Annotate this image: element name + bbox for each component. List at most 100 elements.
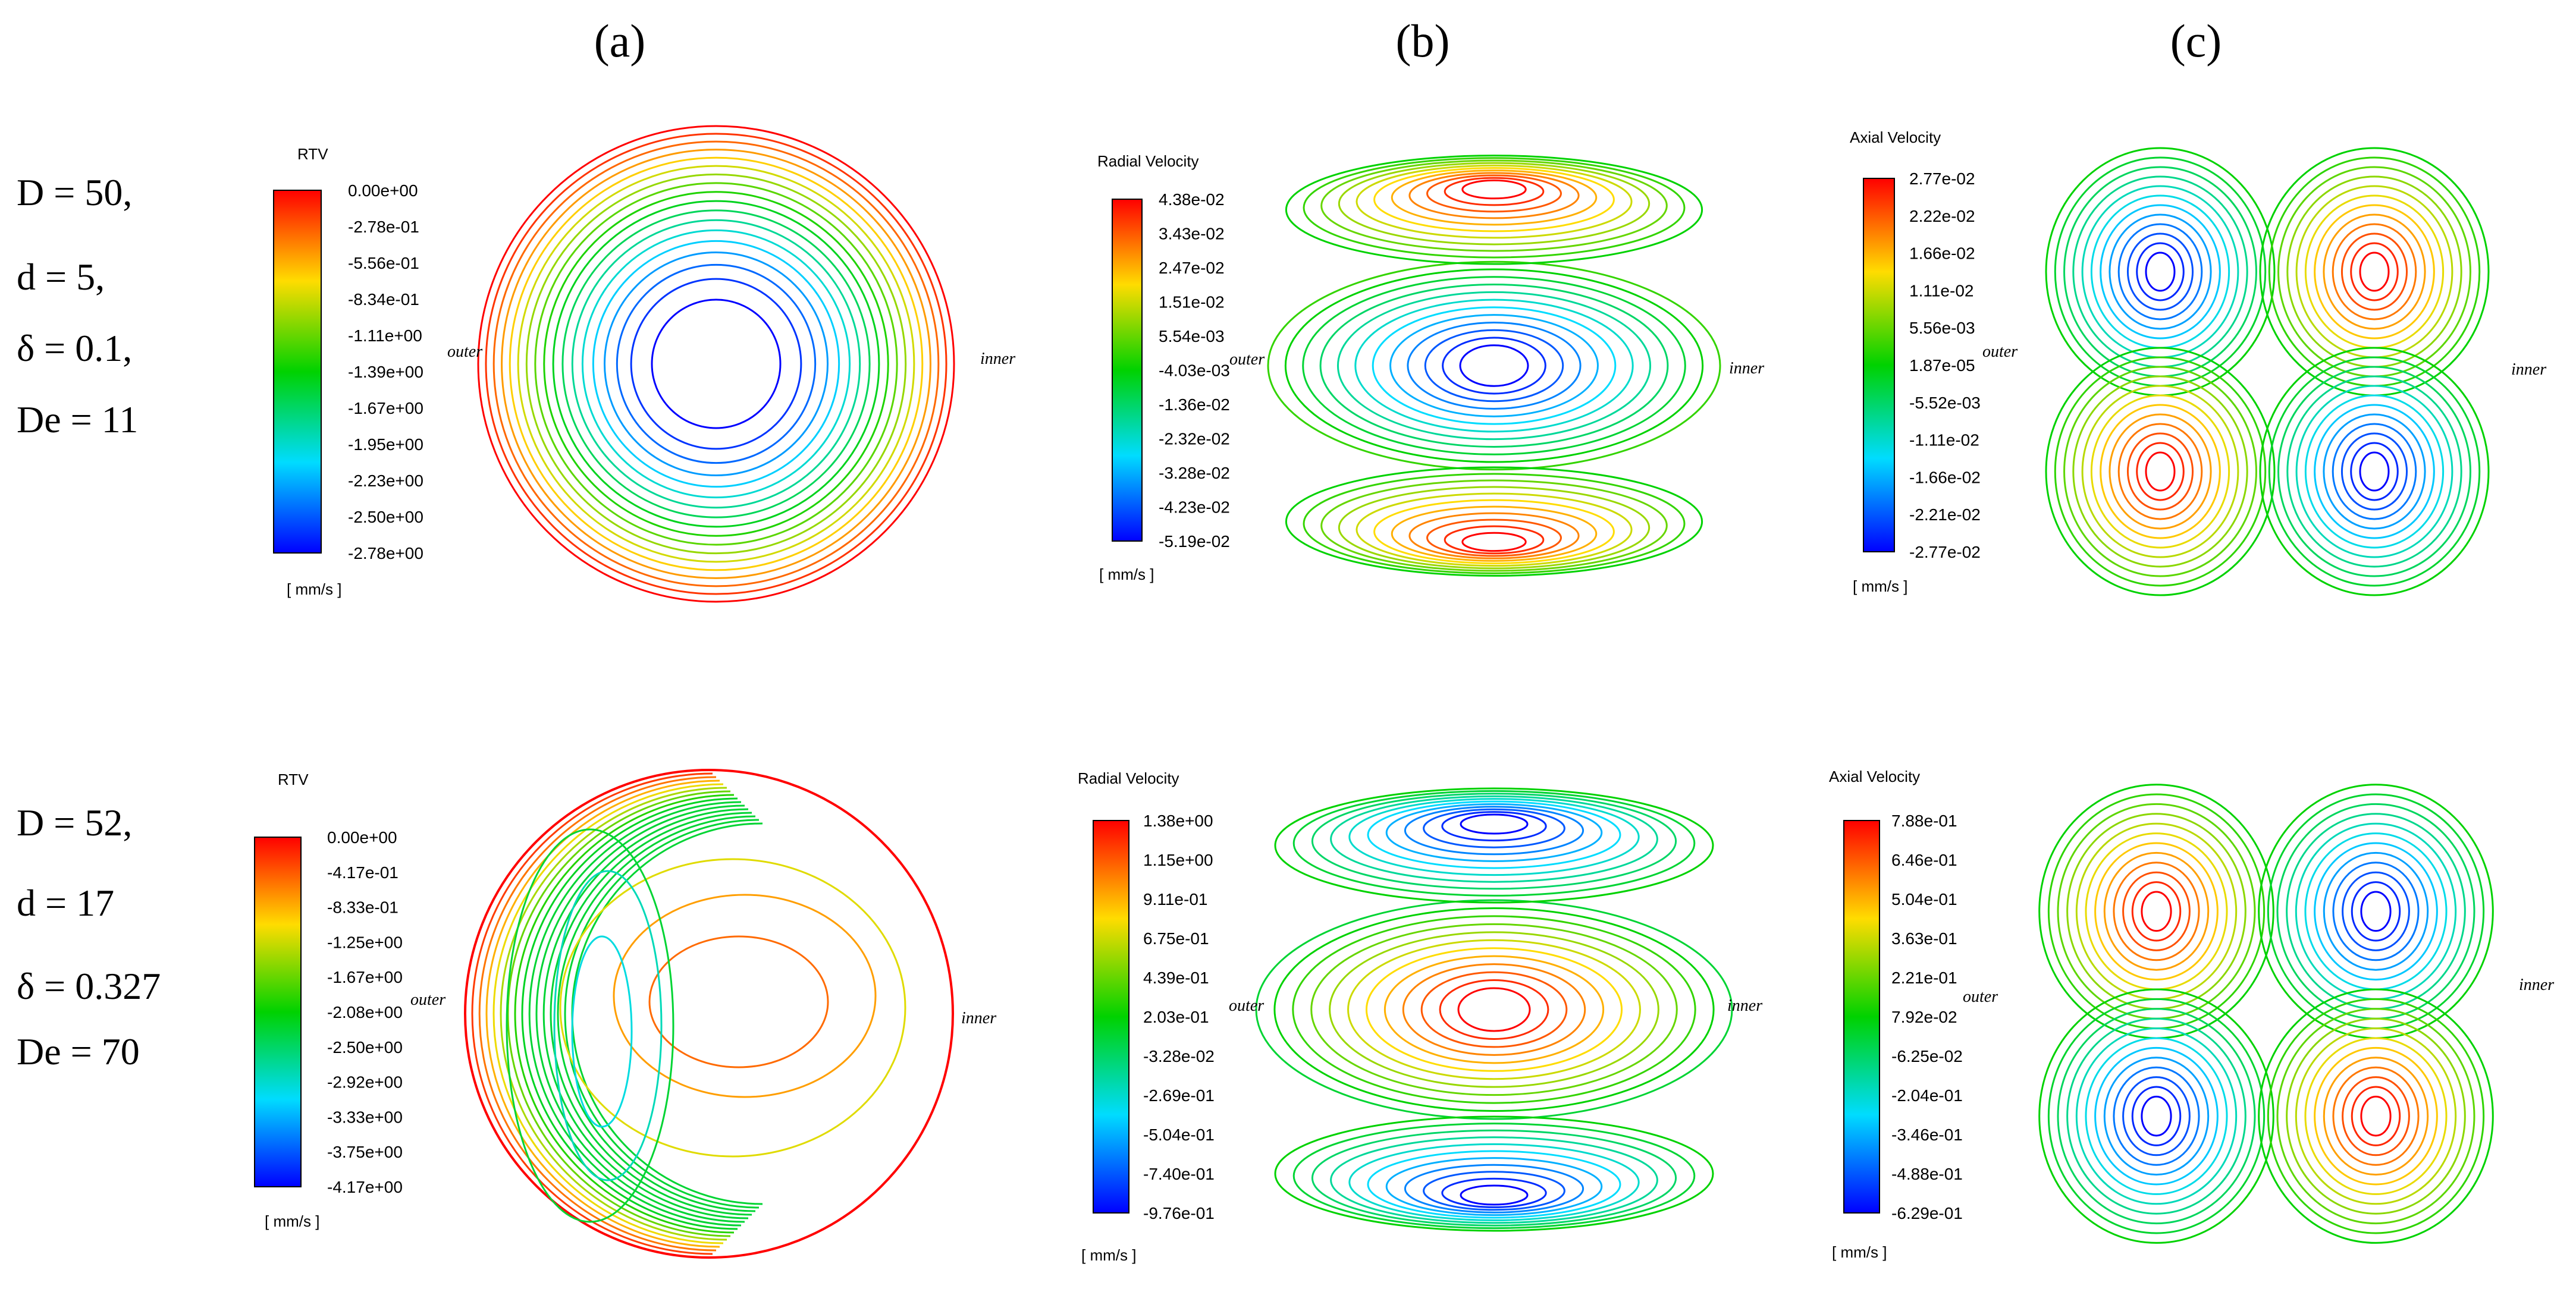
contour-line (2295, 822, 2457, 1000)
colorbar-tick-label: -9.76e-01 (1143, 1204, 1215, 1222)
contour-line (1402, 963, 1586, 1056)
contour-line (1320, 479, 1668, 572)
contour-line (1461, 179, 1527, 200)
contour-line (1365, 947, 1623, 1072)
colorbar-tick-label: -3.33e+00 (327, 1108, 403, 1126)
colorbar-tick-label: -2.04e-01 (1891, 1086, 1963, 1105)
legend-title: RTV (278, 771, 309, 788)
contour-line (1420, 971, 1568, 1048)
contour-line (1459, 344, 1529, 387)
contour-line (2295, 185, 2453, 359)
contour-line (2267, 998, 2485, 1234)
colorbar-tick-label: -2.78e-01 (348, 218, 419, 236)
contour-plot (1267, 155, 1721, 577)
contour-line (581, 229, 851, 499)
contour-line (1330, 795, 1658, 883)
contour-line (2131, 1086, 2182, 1146)
contour-line (1389, 314, 1599, 417)
colorbar (1112, 199, 1143, 542)
legend-unit: [ mm/s ] (287, 580, 341, 598)
colorbar-tick-label: -4.03e-03 (1159, 361, 1230, 380)
contour-line (2314, 1046, 2438, 1186)
contour-line (2038, 988, 2274, 1244)
contour-line (2277, 166, 2471, 378)
contour-line (2314, 842, 2438, 981)
colorbar-tick-label: -2.50e+00 (348, 508, 423, 526)
contour-line (1267, 260, 1721, 471)
colorbar-tick-label: -2.08e+00 (327, 1003, 403, 1021)
inner-label: inner (2511, 360, 2546, 379)
contour-line (1292, 790, 1696, 897)
contour-line (1407, 321, 1582, 410)
contour-line (509, 156, 924, 571)
contour-line (2085, 1037, 2228, 1195)
contour-line (2304, 194, 2445, 349)
contour-line (507, 790, 731, 1237)
colorbar-tick-label: 4.38e-02 (1159, 190, 1225, 209)
contour-line (1426, 518, 1562, 557)
contour-line (543, 191, 889, 537)
contour-line (2038, 784, 2274, 1039)
contour-line (564, 819, 760, 1209)
contour-line (2351, 1086, 2401, 1146)
contour-line (464, 769, 954, 1259)
colorbar-tick-label: -2.78e+00 (348, 544, 423, 562)
parameter-label: D = 50, (17, 171, 132, 213)
contour-line (2113, 1066, 2200, 1166)
contour-line (1461, 532, 1527, 552)
contour-line (1303, 157, 1686, 259)
parameter-label: d = 17 (17, 882, 114, 924)
legend-title: Axial Velocity (1829, 768, 1920, 785)
legend-unit: [ mm/s ] (1099, 565, 1154, 583)
contour-line (1338, 486, 1651, 570)
contour-line (1274, 787, 1714, 904)
colorbar-tick-label: -1.66e-02 (1909, 468, 1981, 486)
contour-line (1408, 512, 1580, 559)
colorbar-legend: Axial Velocity 2.77e-02 2.22e-02 1.66e-02 1.… (1850, 128, 1981, 595)
colorbar (1093, 820, 1129, 1214)
contour-line (651, 298, 782, 429)
colorbar-tick-label: -7.40e-01 (1143, 1165, 1215, 1183)
contour-line (500, 787, 727, 1241)
contour-line (2314, 204, 2435, 339)
contour-line (1367, 1150, 1621, 1219)
contour-plot (464, 769, 954, 1259)
outer-label: outer (410, 991, 445, 1009)
contour-line (2126, 232, 2194, 311)
contour-plot (477, 125, 955, 603)
contour-plot (1255, 787, 1733, 1232)
contour-line (1367, 800, 1621, 869)
contour-line (603, 251, 829, 477)
contour-line (2259, 347, 2490, 596)
contour-line (2075, 1027, 2238, 1205)
legend-title: Radial Velocity (1097, 152, 1199, 170)
contour-line (2350, 442, 2399, 501)
colorbar-tick-label: -1.36e-02 (1159, 395, 1230, 414)
contour-line (2323, 851, 2429, 971)
contour-line (559, 858, 906, 1158)
contour-line (1284, 268, 1704, 463)
parameter-label: De = 11 (17, 398, 138, 441)
contour-line (2094, 842, 2219, 981)
contour-line (2360, 891, 2392, 932)
contour-line (648, 935, 829, 1068)
colorbar-tick-label: 2.21e-01 (1891, 969, 1957, 987)
contour-line (2122, 1076, 2191, 1156)
contour-line (571, 935, 633, 1128)
contour-line (2117, 423, 2203, 520)
colorbar-tick-label: 0.00e+00 (348, 181, 418, 200)
colorbar-tick-label: 1.66e-02 (1909, 244, 1975, 263)
contour-line (1423, 1171, 1565, 1211)
colorbar-tick-label: 3.43e-02 (1159, 225, 1225, 243)
contour-line (2126, 432, 2194, 511)
colorbar-tick-label: 3.63e-01 (1891, 929, 1957, 948)
contour-line (2100, 404, 2221, 539)
colorbar-legend: Radial Velocity 4.38e-02 3.43e-02 2.47e-02 1… (1097, 152, 1230, 583)
outer-label: outer (1982, 342, 2017, 361)
contour-plot (2045, 147, 2490, 596)
contour-line (553, 870, 663, 1181)
contour-line (2314, 404, 2435, 539)
legend-unit: [ mm/s ] (1832, 1243, 1887, 1261)
contour-line (557, 815, 756, 1212)
contour-line (2072, 375, 2248, 568)
